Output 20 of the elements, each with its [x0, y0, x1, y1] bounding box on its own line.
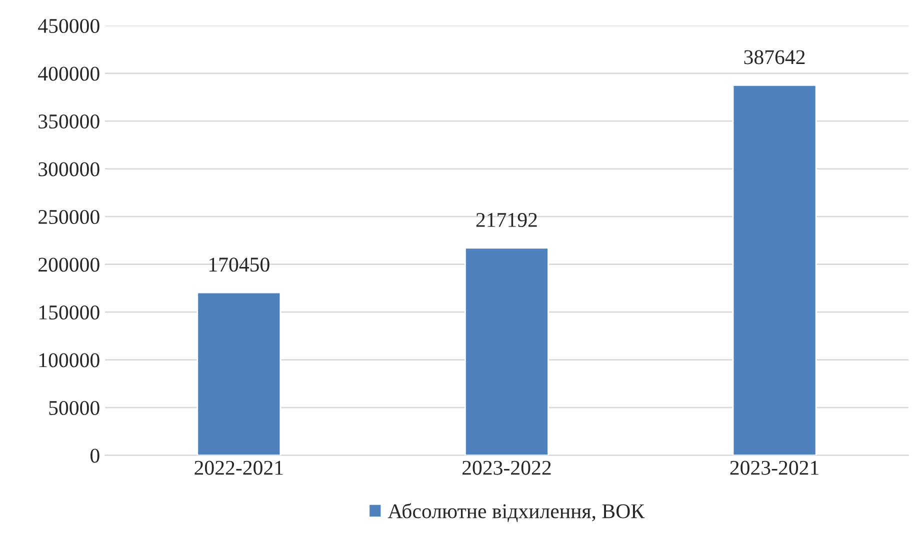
legend-label: Абсолютне відхилення, ВОК: [388, 503, 645, 522]
bar: [196, 292, 282, 456]
x-tick-label: 2022-2021: [194, 460, 283, 475]
y-tick-label: 150000: [39, 305, 100, 320]
y-tick-label: 200000: [38, 258, 100, 272]
data-label: 217192: [476, 213, 537, 228]
y-tick-label: 300000: [38, 162, 100, 176]
x-tick-label: 2023-2021: [730, 460, 818, 475]
data-label: 387642: [744, 50, 805, 64]
y-tick-label: 0: [90, 448, 100, 463]
y-tick-label: 450000: [38, 18, 100, 33]
bar: [464, 247, 549, 456]
y-tick-label: 50000: [49, 400, 100, 416]
y-tick-label: 350000: [38, 114, 100, 129]
y-tick-label: 100000: [39, 353, 100, 368]
y-tick-label: 250000: [38, 210, 100, 224]
data-label: 170450: [209, 258, 270, 272]
y-tick-label: 400000: [38, 66, 100, 81]
x-tick-label: 2023-2022: [462, 460, 551, 475]
bar: [732, 84, 817, 456]
